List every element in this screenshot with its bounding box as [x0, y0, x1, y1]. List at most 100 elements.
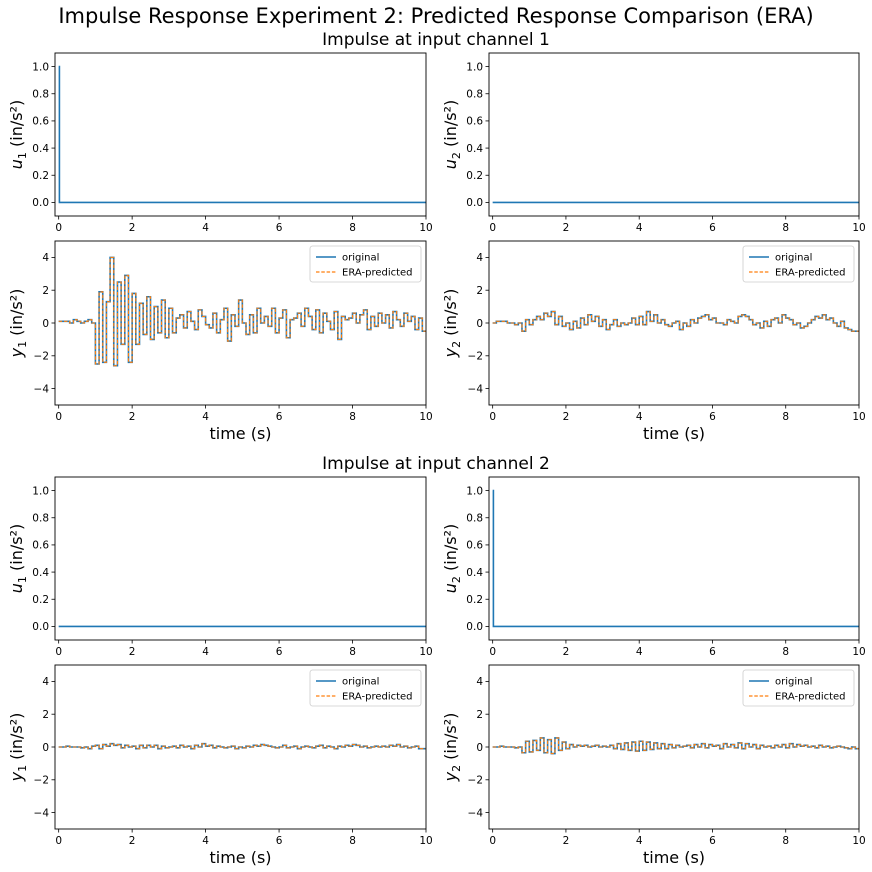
x-tick-label: 6 — [276, 835, 283, 847]
x-tick-label: 2 — [563, 646, 570, 658]
x-tick-label: 0 — [489, 222, 496, 234]
y-tick-label: 0.2 — [466, 170, 483, 182]
x-tick-label: 2 — [129, 646, 136, 658]
y-tick-label: 2 — [476, 709, 483, 721]
x-tick-label: 8 — [782, 646, 789, 658]
series-line-era-predicted — [58, 743, 426, 750]
x-tick-label: 6 — [276, 222, 283, 234]
plot-area — [492, 310, 859, 332]
legend-label-era-predicted: ERA-predicted — [775, 692, 846, 703]
x-tick-label: 4 — [202, 835, 209, 847]
y-tick-label: 0.4 — [32, 567, 49, 579]
y-tick-label: 0.2 — [32, 170, 49, 182]
y-tick-label: 0.4 — [466, 567, 483, 579]
x-axis-label: time (s) — [643, 848, 705, 867]
y-tick-label: 1.0 — [466, 485, 483, 497]
x-tick-label: 4 — [202, 411, 209, 423]
y-tick-label: 0.8 — [466, 89, 483, 101]
subplot-g1-y2: 0 2 4 6 8 10 −4 −2 0 2 4 y2 (in/s²) time (s) original… — [441, 240, 866, 443]
legend-label-era-predicted: ERA-predicted — [342, 268, 413, 279]
x-tick-label: 10 — [852, 411, 865, 423]
x-tick-label: 0 — [489, 646, 496, 658]
x-tick-label: 8 — [782, 222, 789, 234]
x-tick-label: 2 — [129, 835, 136, 847]
axes-frame — [488, 476, 860, 641]
x-tick-label: 4 — [636, 835, 643, 847]
legend: original ERA-predicted — [309, 669, 422, 707]
x-tick-label: 2 — [563, 222, 570, 234]
x-tick-label: 0 — [55, 646, 62, 658]
x-tick-label: 6 — [709, 222, 716, 234]
y-tick-label: −4 — [34, 807, 50, 819]
y-tick-label: 0.2 — [466, 594, 483, 606]
x-tick-label: 0 — [55, 222, 62, 234]
group-title-channel-1: Impulse at input channel 1 — [322, 30, 550, 50]
legend-label-era-predicted: ERA-predicted — [342, 692, 413, 703]
x-tick-label: 6 — [276, 646, 283, 658]
x-axis-label: time (s) — [643, 424, 705, 443]
y-tick-label: 0.6 — [32, 116, 49, 128]
y-tick-label: 0.8 — [32, 513, 49, 525]
plot-area — [492, 489, 859, 628]
group-title-channel-2: Impulse at input channel 2 — [322, 454, 550, 474]
y-tick-label: 1.0 — [466, 61, 483, 73]
y-tick-label: 2 — [476, 285, 483, 297]
x-tick-label: 4 — [636, 646, 643, 658]
axes-frame — [54, 476, 427, 641]
x-tick-label: 0 — [489, 411, 496, 423]
x-tick-label: 10 — [419, 411, 432, 423]
y-tick-label: 0.4 — [32, 143, 49, 155]
y-tick-label: 1.0 — [32, 61, 49, 73]
subplot-g1-u2: 0 2 4 6 8 10 0.0 0.2 0.4 0.6 0.8 1.0 u2 (in/s²) — [441, 52, 866, 234]
y-tick-label: 4 — [42, 676, 49, 688]
x-tick-label: 0 — [489, 835, 496, 847]
y-axis-label: u2 (in/s²) — [441, 524, 463, 593]
x-tick-label: 4 — [202, 222, 209, 234]
y-axis-label: u1 (in/s²) — [7, 100, 29, 169]
subplot-g1-y1: 0 2 4 6 8 10 −4 −2 0 2 4 y1 (in/s²) time (s) original… — [7, 240, 433, 443]
y-tick-label: 0 — [42, 742, 49, 754]
series-line-era-predicted — [58, 256, 426, 367]
series-line-era-predicted — [492, 310, 859, 332]
y-tick-label: −2 — [468, 775, 483, 787]
y-tick-label: 0 — [476, 742, 483, 754]
x-tick-label: 10 — [852, 646, 865, 658]
legend-box — [309, 669, 422, 707]
x-tick-label: 6 — [709, 646, 716, 658]
legend-label-original: original — [775, 253, 812, 264]
x-tick-label: 8 — [349, 411, 356, 423]
subplot-g1-u1: 0 2 4 6 8 10 0.0 0.2 0.4 0.6 0.8 1.0 u1 (in/s²) — [7, 52, 433, 234]
x-tick-label: 8 — [349, 646, 356, 658]
legend-label-original: original — [342, 253, 379, 264]
axes-frame — [488, 52, 860, 217]
y-tick-label: 0 — [42, 318, 49, 330]
x-tick-label: 10 — [419, 835, 432, 847]
plot-area — [58, 65, 426, 204]
axes-frame — [54, 52, 427, 217]
series-line-original — [492, 489, 859, 628]
legend-label-era-predicted: ERA-predicted — [775, 268, 846, 279]
x-axis-label: time (s) — [209, 848, 271, 867]
y-tick-label: 2 — [42, 709, 49, 721]
legend-box — [742, 245, 855, 283]
series-line-era-predicted — [492, 737, 859, 755]
legend: original ERA-predicted — [742, 669, 855, 707]
legend-box — [309, 245, 422, 283]
y-tick-label: −4 — [34, 383, 50, 395]
y-axis-label: u2 (in/s²) — [441, 100, 463, 169]
y-tick-label: 2 — [42, 285, 49, 297]
subplot-g2-u2: 0 2 4 6 8 10 0.0 0.2 0.4 0.6 0.8 1.0 u2 (in/s²) — [441, 476, 866, 658]
x-tick-label: 4 — [636, 411, 643, 423]
plot-area — [492, 737, 859, 755]
x-tick-label: 10 — [852, 222, 865, 234]
y-axis-label: y1 (in/s²) — [7, 289, 29, 359]
figure-title: Impulse Response Experiment 2: Predicted… — [58, 4, 814, 28]
y-tick-label: 0.4 — [466, 143, 483, 155]
x-tick-label: 2 — [129, 411, 136, 423]
y-tick-label: 0.0 — [32, 197, 49, 209]
x-tick-label: 0 — [55, 411, 62, 423]
legend: original ERA-predicted — [309, 245, 422, 283]
x-tick-label: 10 — [419, 222, 432, 234]
